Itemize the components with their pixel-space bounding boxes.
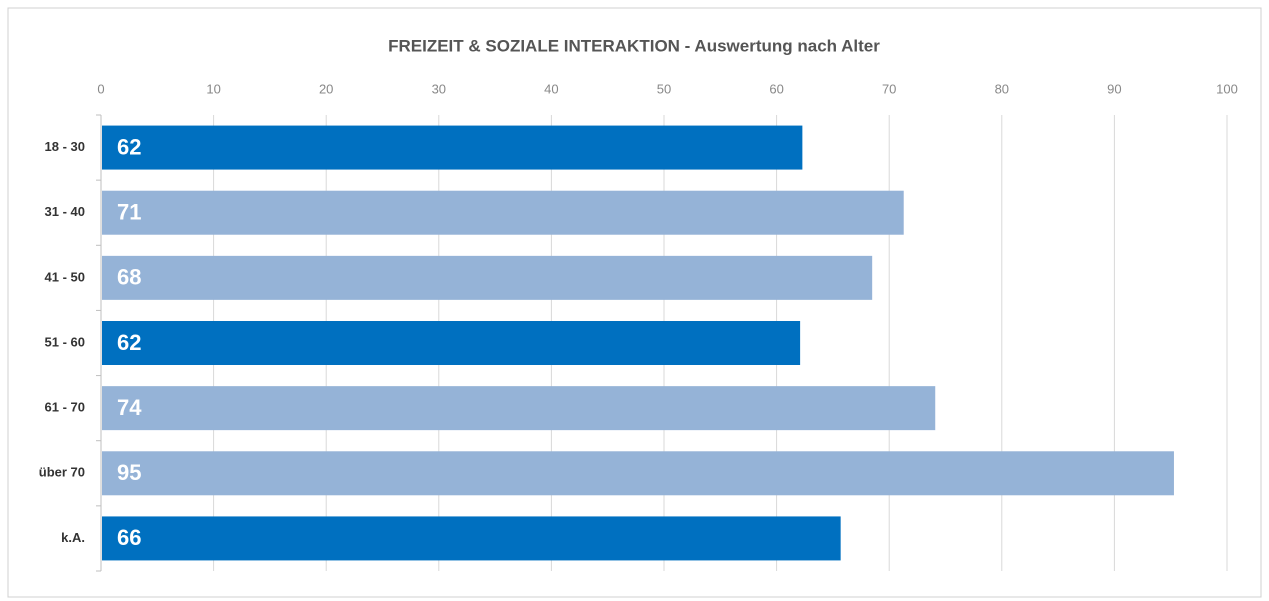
- data-label: 68: [117, 265, 141, 290]
- x-tick-label: 90: [1107, 81, 1121, 96]
- y-tick-label: k.A.: [61, 530, 85, 545]
- data-label: 95: [117, 460, 141, 485]
- bar: [102, 255, 873, 300]
- bar: [102, 386, 936, 431]
- x-tick-label: 20: [319, 81, 333, 96]
- chart-title: FREIZEIT & SOZIALE INTERAKTION - Auswert…: [388, 36, 880, 55]
- bar: [102, 321, 801, 365]
- x-tick-label: 70: [882, 81, 896, 96]
- y-tick-label: 41 - 50: [45, 269, 85, 284]
- y-tick-label: 18 - 30: [45, 139, 85, 154]
- data-label: 62: [117, 134, 141, 159]
- data-label: 62: [117, 330, 141, 355]
- y-tick-label: 51 - 60: [45, 334, 85, 349]
- data-label: 74: [117, 395, 142, 420]
- x-tick-label: 10: [206, 81, 220, 96]
- chart-frame: [7, 7, 1262, 598]
- bar: [102, 451, 1174, 496]
- data-label: 66: [117, 525, 141, 550]
- x-tick-label: 80: [995, 81, 1009, 96]
- y-tick-label: 31 - 40: [45, 204, 85, 219]
- data-label: 71: [117, 200, 141, 225]
- x-tick-label: 30: [432, 81, 446, 96]
- x-tick-label: 50: [657, 81, 671, 96]
- y-tick-label: 61 - 70: [45, 400, 85, 415]
- bar: [102, 125, 803, 170]
- x-tick-label: 40: [544, 81, 558, 96]
- bar: [102, 516, 841, 561]
- x-tick-label: 100: [1216, 81, 1238, 96]
- x-tick-label: 0: [97, 81, 104, 96]
- bar: [102, 190, 904, 235]
- y-tick-label: über 70: [39, 465, 85, 480]
- x-tick-label: 60: [769, 81, 783, 96]
